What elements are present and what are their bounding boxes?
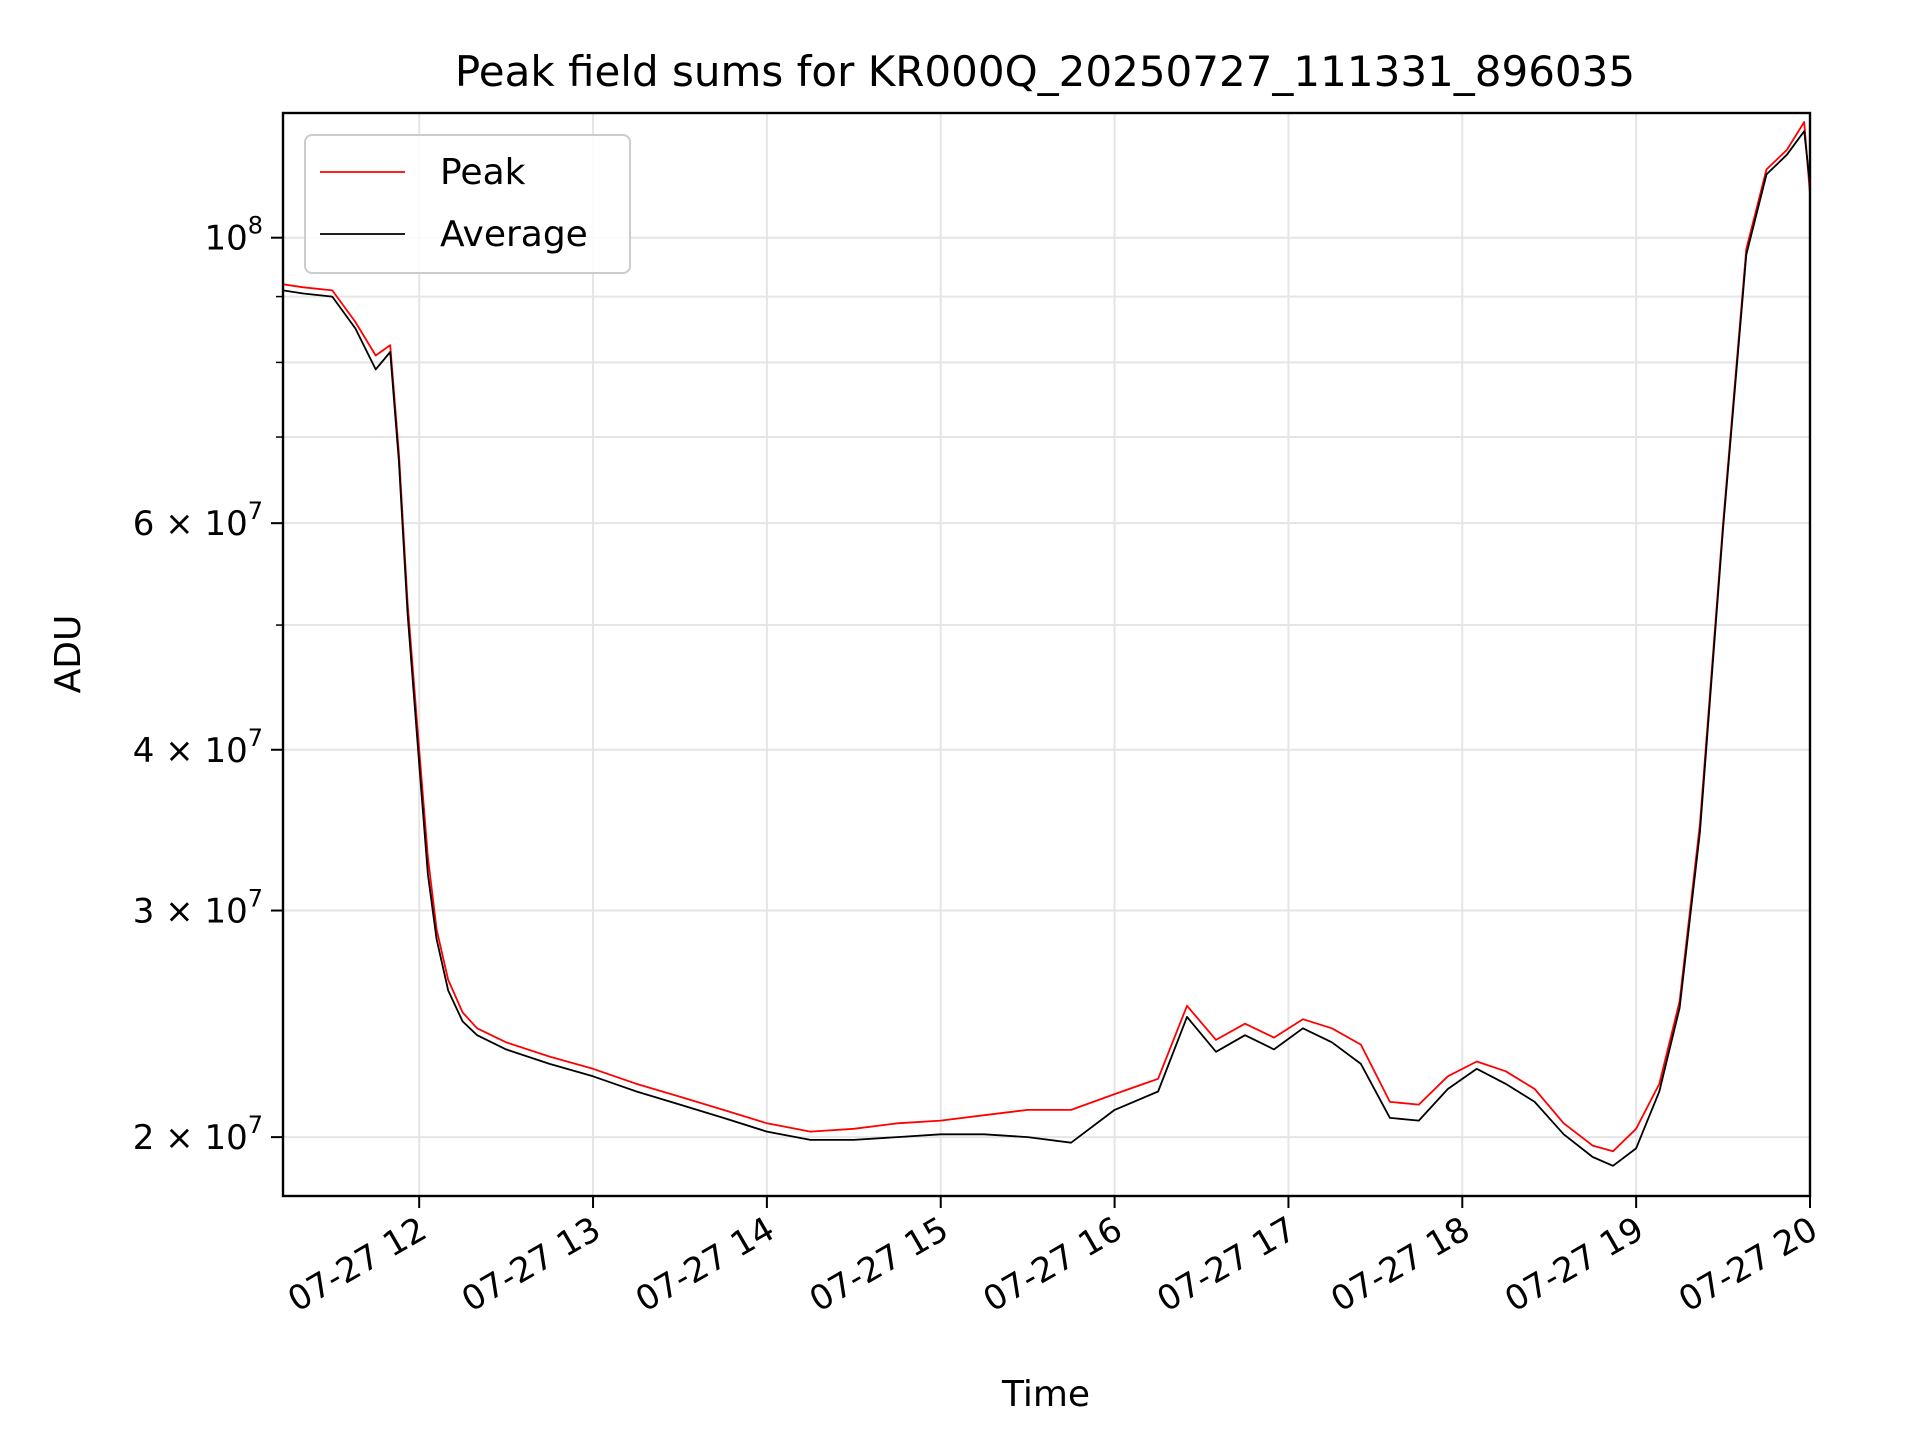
y-tick-label: 108 (204, 212, 263, 259)
series-layer (283, 121, 1810, 1167)
y-tick-label: 6 × 107 (133, 497, 263, 544)
x-axis-label: Time (1001, 1374, 1090, 1415)
y-tick-label: 4 × 107 (133, 724, 263, 771)
y-axis: 2 × 107 3 × 107 4 × 107 6 × 107 108 (133, 212, 283, 1158)
legend: Peak Average (304, 134, 631, 274)
legend-label-peak: Peak (440, 152, 526, 193)
chart-title: Peak field sums for KR000Q_20250727_1113… (455, 47, 1635, 96)
y-tick-label: 3 × 107 (133, 885, 263, 932)
plot-frame (281, 111, 1812, 1198)
legend-label-average: Average (440, 214, 588, 255)
y-tick-label: 2 × 107 (133, 1111, 263, 1158)
series-line-average (283, 130, 1810, 1167)
series-line-peak (283, 121, 1810, 1153)
y-axis-label: ADU (48, 615, 89, 694)
legend-box (304, 134, 631, 274)
